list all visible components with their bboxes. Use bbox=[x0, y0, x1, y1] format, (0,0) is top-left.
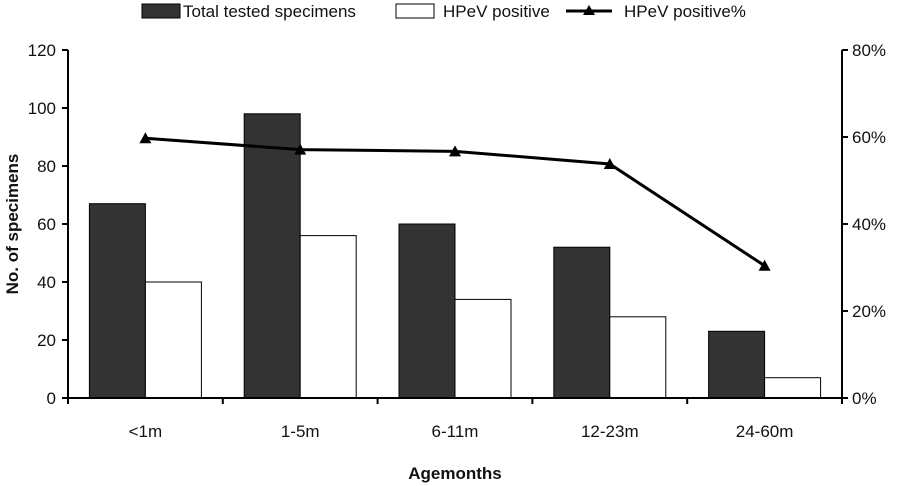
percent-marker-2 bbox=[449, 145, 461, 157]
legend-label-percent: HPeV positive% bbox=[624, 2, 746, 21]
y-tick-label-6: 120 bbox=[28, 41, 56, 60]
y-tick-label-3: 60 bbox=[37, 215, 56, 234]
x-tick-label-4: 24-60m bbox=[736, 422, 794, 441]
x-tick-label-0: <1m bbox=[129, 422, 163, 441]
y-tick-label-5: 100 bbox=[28, 99, 56, 118]
percent-marker-1 bbox=[294, 143, 307, 155]
y-tick-label-0: 0 bbox=[47, 389, 56, 408]
bar-positive-4 bbox=[764, 377, 822, 399]
y2-tick-label-0: 0% bbox=[852, 389, 877, 408]
bar-positive-2 bbox=[454, 298, 512, 399]
bar-total-4 bbox=[708, 330, 766, 399]
legend-label-total: Total tested specimens bbox=[183, 2, 356, 21]
y2-tick-label-1: 20% bbox=[852, 302, 886, 321]
bar-total-3 bbox=[553, 246, 611, 399]
y-axis-title: No. of specimens bbox=[3, 154, 22, 295]
x-tick-label-2: 6-11m bbox=[432, 422, 479, 441]
y-tick-label-4: 80 bbox=[37, 157, 56, 176]
bar-positive-3 bbox=[609, 316, 667, 399]
bar-positive-0 bbox=[144, 281, 202, 399]
legend-swatch-total bbox=[141, 3, 181, 19]
y2-tick-label-4: 80% bbox=[852, 41, 886, 60]
legend-label-positive: HPeV positive bbox=[443, 2, 550, 21]
x-tick-label-3: 12-23m bbox=[581, 422, 639, 441]
bar-positive-1 bbox=[299, 235, 357, 399]
y2-tick-label-3: 60% bbox=[852, 128, 886, 147]
x-axis-title: Agemonths bbox=[408, 464, 502, 483]
percent-marker-0 bbox=[139, 132, 152, 144]
bar-total-0 bbox=[88, 203, 146, 399]
bar-total-2 bbox=[398, 223, 456, 399]
legend-marker-percent bbox=[583, 5, 595, 15]
bar-total-1 bbox=[243, 113, 301, 399]
bars bbox=[88, 113, 822, 399]
percent-marker-3 bbox=[603, 157, 616, 169]
legend-swatch-positive bbox=[395, 3, 435, 19]
axes: 0 20 40 60 80 100 120 0% 20% 40% 60% 80% <1m 1-5m 6-11… bbox=[28, 41, 886, 441]
line-series bbox=[139, 132, 771, 271]
x-tick-label-1: 1-5m bbox=[281, 422, 320, 441]
y2-tick-label-2: 40% bbox=[852, 215, 886, 234]
percent-marker-4 bbox=[758, 259, 771, 271]
y-tick-label-2: 40 bbox=[37, 273, 56, 292]
legend: Total tested specimens HPeV positive HPe… bbox=[141, 2, 746, 21]
y-tick-label-1: 20 bbox=[37, 331, 56, 350]
